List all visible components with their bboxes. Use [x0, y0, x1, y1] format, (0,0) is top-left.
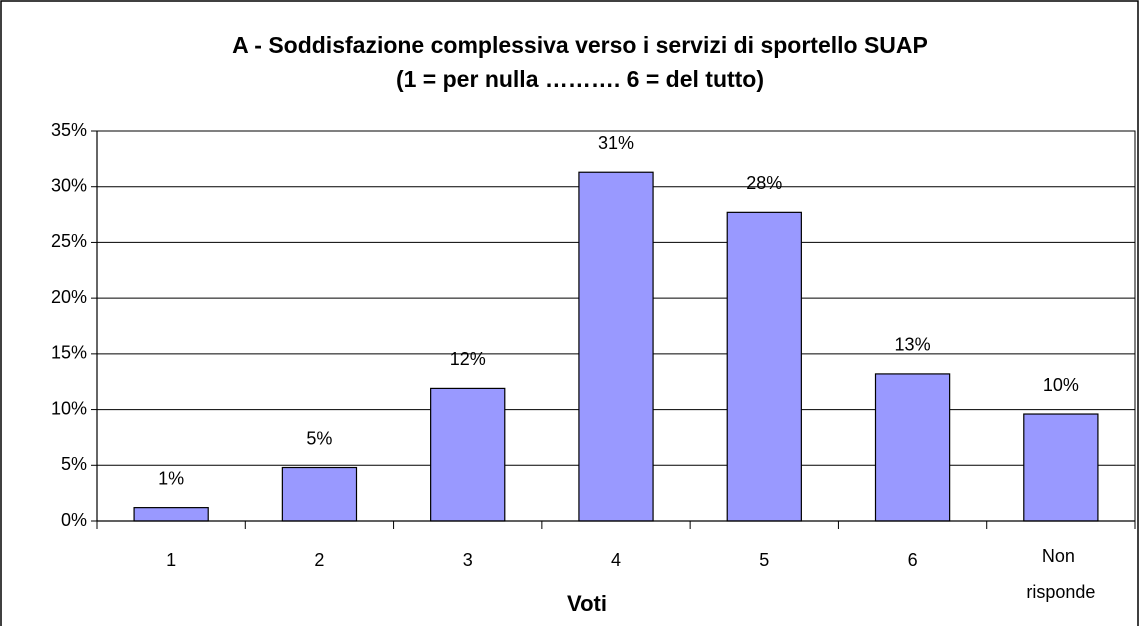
y-tick-label: 0%: [61, 510, 87, 530]
bar: [726, 211, 802, 522]
x-tick-label: 6: [908, 550, 918, 570]
data-label: 28%: [746, 173, 782, 193]
data-label: 31%: [598, 133, 634, 153]
y-tick-label: 10%: [51, 398, 87, 418]
y-tick-label: 30%: [51, 175, 87, 195]
bar: [430, 387, 506, 522]
data-label: 1%: [158, 468, 184, 488]
bar: [1023, 413, 1099, 522]
data-label: 10%: [1043, 375, 1079, 395]
x-tick-label: Non risponde: [1026, 546, 1095, 602]
y-tick-label: 5%: [61, 454, 87, 474]
x-tick-label: 5: [759, 550, 769, 570]
y-tick-label: 35%: [51, 120, 87, 140]
chart-title: A - Soddisfazione complessiva verso i se…: [232, 32, 928, 58]
chart-subtitle: (1 = per nulla ………. 6 = del tutto): [396, 66, 764, 92]
bar: [578, 171, 654, 522]
y-tick-label: 25%: [51, 231, 87, 251]
y-tick-label: 20%: [51, 287, 87, 307]
bar: [281, 466, 358, 522]
data-label: 12%: [450, 349, 486, 369]
data-label: 5%: [306, 428, 332, 448]
x-tick-label: 1: [166, 550, 176, 570]
bar: [874, 373, 951, 522]
data-label: 13%: [895, 335, 931, 355]
bar: [133, 507, 209, 522]
x-tick-label: 4: [611, 550, 621, 570]
x-tick-label: 2: [314, 550, 324, 570]
x-axis-title: Voti: [567, 591, 607, 616]
y-tick-label: 15%: [51, 343, 87, 363]
x-tick-label: 3: [463, 550, 473, 570]
